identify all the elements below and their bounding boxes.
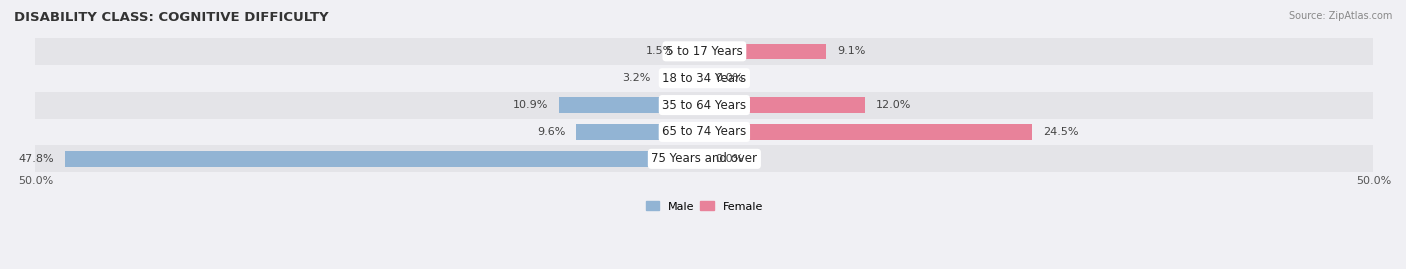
Text: 10.9%: 10.9% [512,100,548,110]
Bar [704,97,865,113]
Text: Source: ZipAtlas.com: Source: ZipAtlas.com [1288,11,1392,21]
Bar [35,145,1374,172]
Legend: Male, Female: Male, Female [641,197,768,216]
Text: 65 to 74 Years: 65 to 74 Years [662,125,747,139]
Text: 18 to 34 Years: 18 to 34 Years [662,72,747,85]
Bar [704,44,827,59]
Text: 47.8%: 47.8% [18,154,53,164]
Text: 9.6%: 9.6% [537,127,565,137]
Bar [35,38,1374,65]
Text: 5 to 17 Years: 5 to 17 Years [666,45,742,58]
Text: 1.5%: 1.5% [645,46,673,56]
Text: 0.0%: 0.0% [716,73,744,83]
Bar [35,92,1374,119]
Bar [685,44,704,59]
Text: DISABILITY CLASS: COGNITIVE DIFFICULTY: DISABILITY CLASS: COGNITIVE DIFFICULTY [14,11,329,24]
Text: 12.0%: 12.0% [876,100,911,110]
Text: 0.0%: 0.0% [716,154,744,164]
Bar [704,124,1032,140]
Bar [65,151,704,167]
Text: 3.2%: 3.2% [623,73,651,83]
Text: 9.1%: 9.1% [837,46,865,56]
Bar [662,70,704,86]
Bar [576,124,704,140]
Bar [558,97,704,113]
Bar [35,119,1374,145]
Bar [35,65,1374,92]
Text: 75 Years and over: 75 Years and over [651,152,758,165]
Text: 24.5%: 24.5% [1043,127,1078,137]
Text: 35 to 64 Years: 35 to 64 Years [662,98,747,112]
